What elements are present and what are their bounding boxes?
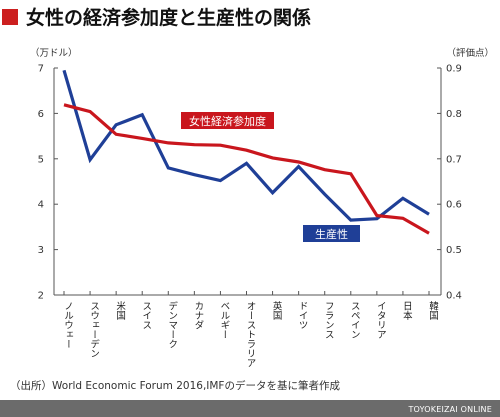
right-tick-label: 0.9 <box>446 64 462 75</box>
title-accent-square <box>2 9 18 25</box>
left-tick-label: 4 <box>38 200 44 211</box>
series-lines <box>62 69 430 235</box>
category-label: フランス <box>323 301 334 339</box>
productivity-line <box>62 69 430 222</box>
left-tick-label: 7 <box>38 64 44 75</box>
left-axis-unit: （万ドル） <box>30 47 78 59</box>
category-label: スペイン <box>349 301 361 339</box>
category-label: ノルウェー <box>62 301 74 349</box>
footer-bar <box>0 400 500 417</box>
right-tick-label: 0.7 <box>446 154 462 165</box>
left-tick-label: 5 <box>38 154 44 165</box>
category-label: スウェーデン <box>88 301 100 358</box>
left-tick-label: 2 <box>38 291 44 302</box>
category-label: ドイツ <box>297 301 309 330</box>
productivity-label-text: 生産性 <box>315 227 348 241</box>
category-label: イタリア <box>375 301 387 339</box>
category-label: 韓国 <box>427 301 439 321</box>
axes: 2 3 4 5 6 7 0.4 0.5 0.6 0.7 0.8 0.9 <box>38 64 462 302</box>
right-tick-label: 0.8 <box>446 109 462 120</box>
chart-title: 女性の経済参加度と生産性の関係 <box>26 6 311 29</box>
category-label: 米国 <box>114 300 126 321</box>
productivity-label: 生産性 <box>303 225 360 242</box>
category-labels: ノルウェー スウェーデン 米国 スイス デンマーク カナダ ベルギー オーストラリア 英国 ドイツ… <box>62 300 439 367</box>
left-tick-label: 6 <box>38 109 44 120</box>
right-tick-label: 0.6 <box>446 200 462 211</box>
category-label: カナダ <box>192 301 204 330</box>
right-tick-label: 0.4 <box>446 291 462 302</box>
source-note: （出所）World Economic Forum 2016,IMFのデータを基に… <box>10 379 340 392</box>
participation-label-box <box>181 112 274 129</box>
category-label: ベルギー <box>218 301 230 339</box>
category-label: スイス <box>140 301 152 330</box>
participation-label-text: 女性経済参加度 <box>189 114 266 128</box>
category-label: 日本 <box>401 301 413 321</box>
footer-brand: TOYOKEIZAI ONLINE <box>407 405 492 414</box>
category-label: デンマーク <box>166 300 178 348</box>
productivity-label-box <box>303 225 360 242</box>
right-tick-label: 0.5 <box>446 245 462 256</box>
participation-label: 女性経済参加度 <box>181 112 274 129</box>
right-axis-unit: （評価点） <box>446 47 494 59</box>
left-tick-label: 3 <box>38 245 44 256</box>
category-label: 英国 <box>271 300 283 321</box>
category-label: オーストラリア <box>245 301 257 368</box>
